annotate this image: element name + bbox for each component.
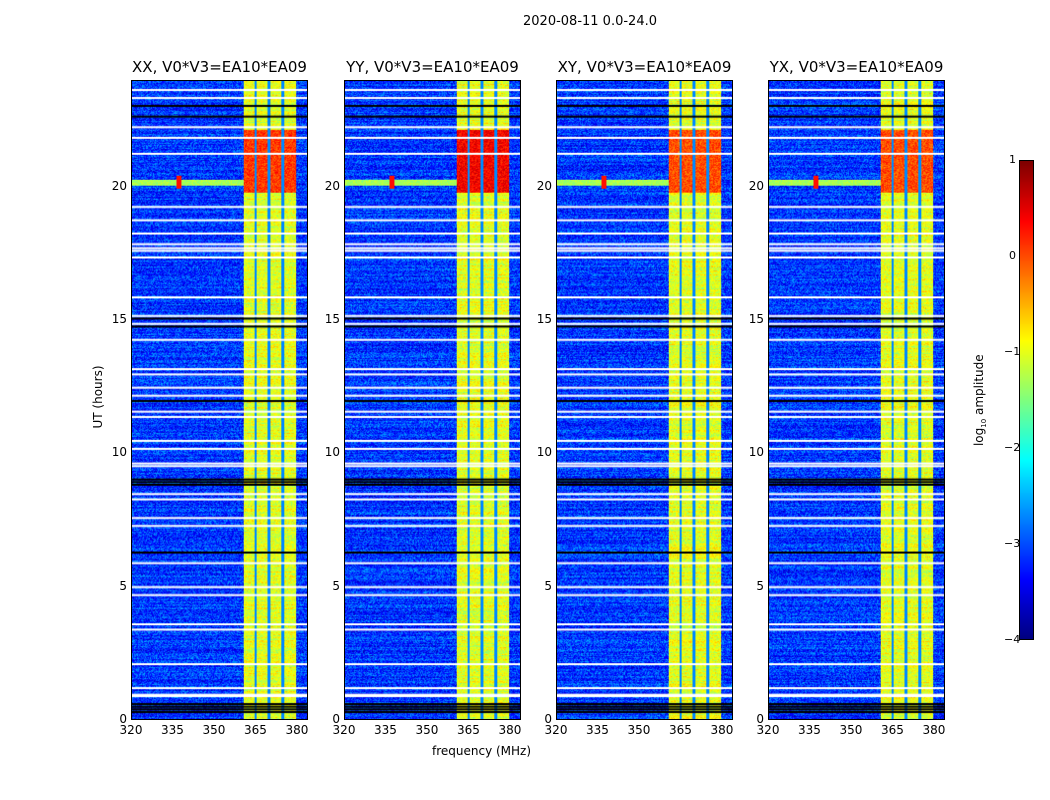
colorbar-label: log10 amplitude [971, 354, 989, 447]
x-tick-label: 365 [244, 723, 267, 737]
colorbar-tick-label: −2 [1004, 441, 1021, 454]
y-tick-label: 15 [111, 312, 127, 326]
y-tick-label: 10 [111, 445, 127, 460]
y-tick-label: 15 [536, 312, 552, 326]
panel-yy: YY, V0*V3=EA10*EA09 0 5 10 15 20 320 335 350 365 3… [325, 58, 522, 737]
panel-title: YX, V0*V3=EA10*EA09 [769, 58, 944, 76]
panel-xy: XY, V0*V3=EA10*EA09 0 5 10 15 20 320 335 350 365 3… [537, 58, 734, 737]
panel-title: XY, V0*V3=EA10*EA09 [557, 58, 732, 76]
colorbar-tick-label: −4 [1004, 633, 1021, 646]
x-tick-label: 380 [922, 723, 946, 737]
figure-title: 2020-08-11 0.0-24.0 [523, 14, 657, 29]
x-tick-label: 380 [498, 723, 522, 737]
panel-title: XX, V0*V3=EA10*EA09 [132, 58, 307, 76]
x-tick-label: 350 [627, 723, 651, 737]
panel-yx: YX, V0*V3=EA10*EA09 0 5 10 15 20 320 335 350 365 3… [749, 58, 946, 737]
y-tick-label: 20 [536, 178, 552, 193]
x-tick-label: 320 [756, 723, 780, 737]
y-tick-label: 15 [324, 312, 340, 326]
y-tick-label: 10 [536, 445, 552, 460]
y-tick-label: 5 [119, 578, 127, 593]
x-tick-label: 380 [285, 723, 309, 737]
panel-title: YY, V0*V3=EA10*EA09 [346, 58, 519, 76]
y-tick-label: 0 [756, 712, 764, 726]
waterfall-heatmap [768, 80, 945, 720]
colorbar-tick-label: −3 [1004, 537, 1021, 550]
x-tick-label: 335 [374, 723, 397, 737]
panel-xx: XX, V0*V3=EA10*EA09 0 5 10 15 20 320 335 350 365 3… [112, 58, 309, 737]
x-axis-label: frequency (MHz) [432, 744, 532, 758]
x-tick-label: 380 [710, 723, 734, 737]
y-tick-label: 0 [544, 712, 552, 726]
x-tick-label: 350 [839, 723, 863, 737]
y-tick-label: 0 [332, 712, 340, 726]
waterfall-heatmap [344, 80, 521, 720]
x-tick-label: 335 [798, 723, 821, 737]
colorbar-tick-label: 1 [1009, 153, 1016, 166]
y-tick-label: 0 [119, 712, 127, 726]
x-tick-label: 320 [544, 723, 568, 737]
waterfall-heatmap [556, 80, 733, 720]
y-axis-label: UT (hours) [91, 365, 105, 429]
y-tick-label: 5 [544, 578, 552, 593]
y-tick-label: 15 [748, 312, 764, 326]
x-tick-label: 365 [881, 723, 904, 737]
y-tick-label: 10 [324, 445, 340, 460]
x-tick-label: 365 [457, 723, 480, 737]
x-tick-label: 335 [586, 723, 609, 737]
colorbar-tick-label: 0 [1009, 249, 1016, 262]
y-tick-label: 20 [111, 178, 127, 193]
y-tick-label: 5 [756, 578, 764, 593]
x-tick-label: 365 [669, 723, 692, 737]
x-tick-label: 350 [415, 723, 439, 737]
colorbar [1019, 160, 1034, 640]
x-tick-label: 320 [119, 723, 143, 737]
y-tick-label: 10 [748, 445, 764, 460]
x-tick-label: 350 [202, 723, 226, 737]
y-tick-label: 20 [748, 178, 764, 193]
x-tick-label: 320 [332, 723, 356, 737]
x-tick-label: 335 [161, 723, 184, 737]
y-tick-label: 20 [324, 178, 340, 193]
colorbar-tick-label: −1 [1004, 345, 1021, 358]
y-tick-label: 5 [332, 578, 340, 593]
waterfall-heatmap [131, 80, 308, 720]
